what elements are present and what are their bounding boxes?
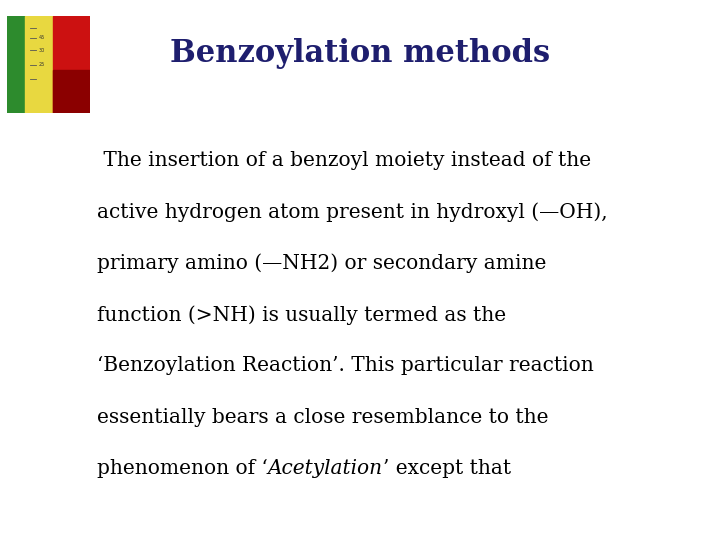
Text: The insertion of a benzoyl moiety instead of the: The insertion of a benzoyl moiety instea… (97, 151, 591, 170)
Text: 45: 45 (39, 35, 45, 40)
Text: Benzoylation methods: Benzoylation methods (170, 38, 550, 69)
Bar (7, 16, 39, 113)
Text: essentially bears a close resemblance to the: essentially bears a close resemblance to… (97, 408, 549, 427)
Bar (53, 16, 90, 113)
Text: ‘Benzoylation Reaction’. This particular reaction: ‘Benzoylation Reaction’. This particular… (97, 356, 594, 375)
Text: ’ except that: ’ except that (383, 459, 511, 478)
Bar (25, 16, 57, 113)
Text: 30: 30 (39, 48, 45, 53)
Text: active hydrogen atom present in hydroxyl (—OH),: active hydrogen atom present in hydroxyl… (97, 202, 608, 222)
Text: 25: 25 (39, 62, 45, 68)
Bar (53, 70, 90, 113)
Text: function (>NH) is usually termed as the: function (>NH) is usually termed as the (97, 305, 506, 325)
Text: primary amino (—NH2) or secondary amine: primary amino (—NH2) or secondary amine (97, 254, 546, 273)
Text: Acetylation: Acetylation (268, 459, 383, 478)
Text: phenomenon of ‘: phenomenon of ‘ (97, 459, 268, 478)
